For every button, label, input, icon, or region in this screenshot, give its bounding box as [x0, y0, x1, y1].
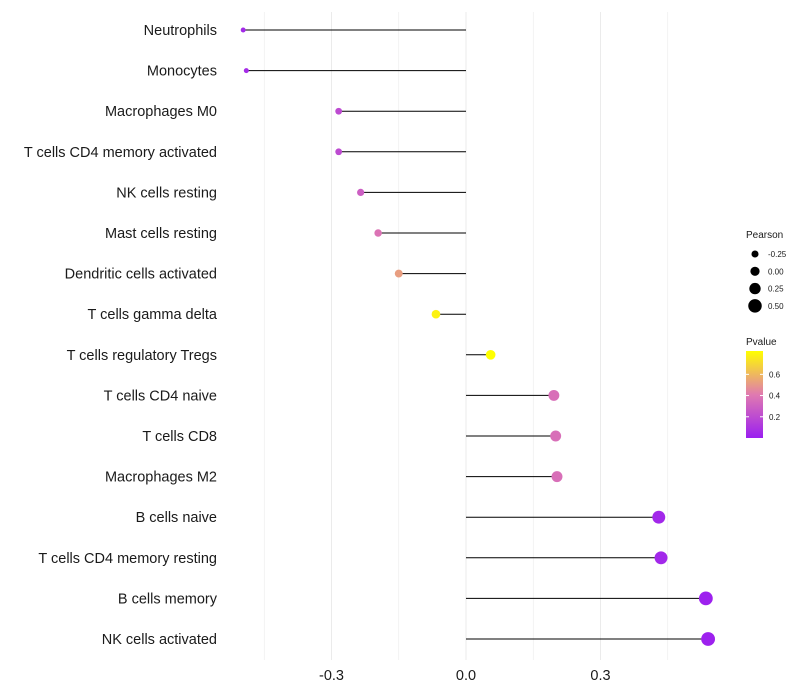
data-point — [652, 510, 666, 524]
color-legend-label: 0.4 — [769, 392, 781, 401]
points — [240, 27, 716, 646]
data-point — [698, 591, 713, 606]
category-label: Mast cells resting — [105, 226, 217, 242]
color-legend-ticks: 0.2 0.4 0.6 — [746, 370, 781, 422]
color-legend-bar — [746, 351, 763, 438]
stems — [243, 29, 709, 640]
category-label: T cells gamma delta — [88, 307, 218, 323]
data-point — [243, 68, 249, 74]
category-label: T cells CD4 naive — [104, 388, 217, 404]
category-label: NK cells resting — [116, 185, 217, 201]
data-point — [701, 632, 716, 646]
category-label: Macrophages M2 — [105, 470, 217, 486]
data-point — [550, 430, 562, 442]
size-legend-dot — [751, 250, 759, 258]
category-labels: Neutrophils Monocytes Macrophages M0 T cell… — [24, 23, 218, 648]
x-tick-label: 0.0 — [456, 668, 476, 684]
legend: Pearson -0.250.000.250.50 Pvalue 0.20.40… — [746, 230, 787, 438]
data-point — [357, 188, 365, 196]
x-tick-label: -0.3 — [319, 668, 344, 684]
data-point — [485, 349, 496, 360]
category-label: T cells CD8 — [142, 429, 217, 445]
x-tick-label: 0.3 — [590, 668, 610, 684]
data-point — [548, 389, 560, 401]
data-point — [394, 269, 403, 278]
size-legend-label: 0.25 — [768, 285, 784, 294]
size-legend-dot — [750, 266, 760, 276]
size-legend-items: -0.25 0.00 0.25 0.50 — [748, 250, 787, 313]
category-label: Monocytes — [147, 64, 217, 80]
data-point — [374, 229, 382, 237]
color-legend-label: 0.2 — [769, 413, 781, 422]
size-legend-dot — [749, 282, 761, 295]
category-label: B cells memory — [118, 591, 218, 607]
grid-lines — [263, 12, 669, 660]
x-tick-labels: -0.3 0.0 0.3 — [319, 668, 611, 684]
size-legend-label: -0.25 — [768, 250, 787, 259]
data-point — [551, 471, 563, 483]
size-legend-label: 0.00 — [768, 267, 784, 276]
category-label: T cells regulatory Tregs — [67, 348, 217, 364]
data-point — [240, 27, 246, 33]
category-label: T cells CD4 memory resting — [38, 551, 217, 567]
data-point — [654, 551, 668, 565]
category-label: Macrophages M0 — [105, 104, 217, 120]
size-legend-dot — [748, 299, 762, 313]
size-legend-title: Pearson — [746, 230, 783, 241]
category-label: NK cells activated — [102, 632, 217, 648]
data-point — [335, 148, 343, 156]
data-point — [335, 107, 343, 115]
size-legend-label: 0.50 — [768, 302, 784, 311]
category-label: T cells CD4 memory activated — [24, 145, 217, 161]
data-point — [431, 309, 441, 319]
category-label: Neutrophils — [144, 23, 217, 39]
category-label: Dendritic cells activated — [65, 267, 217, 283]
category-label: B cells naive — [136, 510, 217, 526]
color-legend-title: Pvalue — [746, 337, 777, 348]
color-legend-label: 0.6 — [769, 370, 781, 379]
